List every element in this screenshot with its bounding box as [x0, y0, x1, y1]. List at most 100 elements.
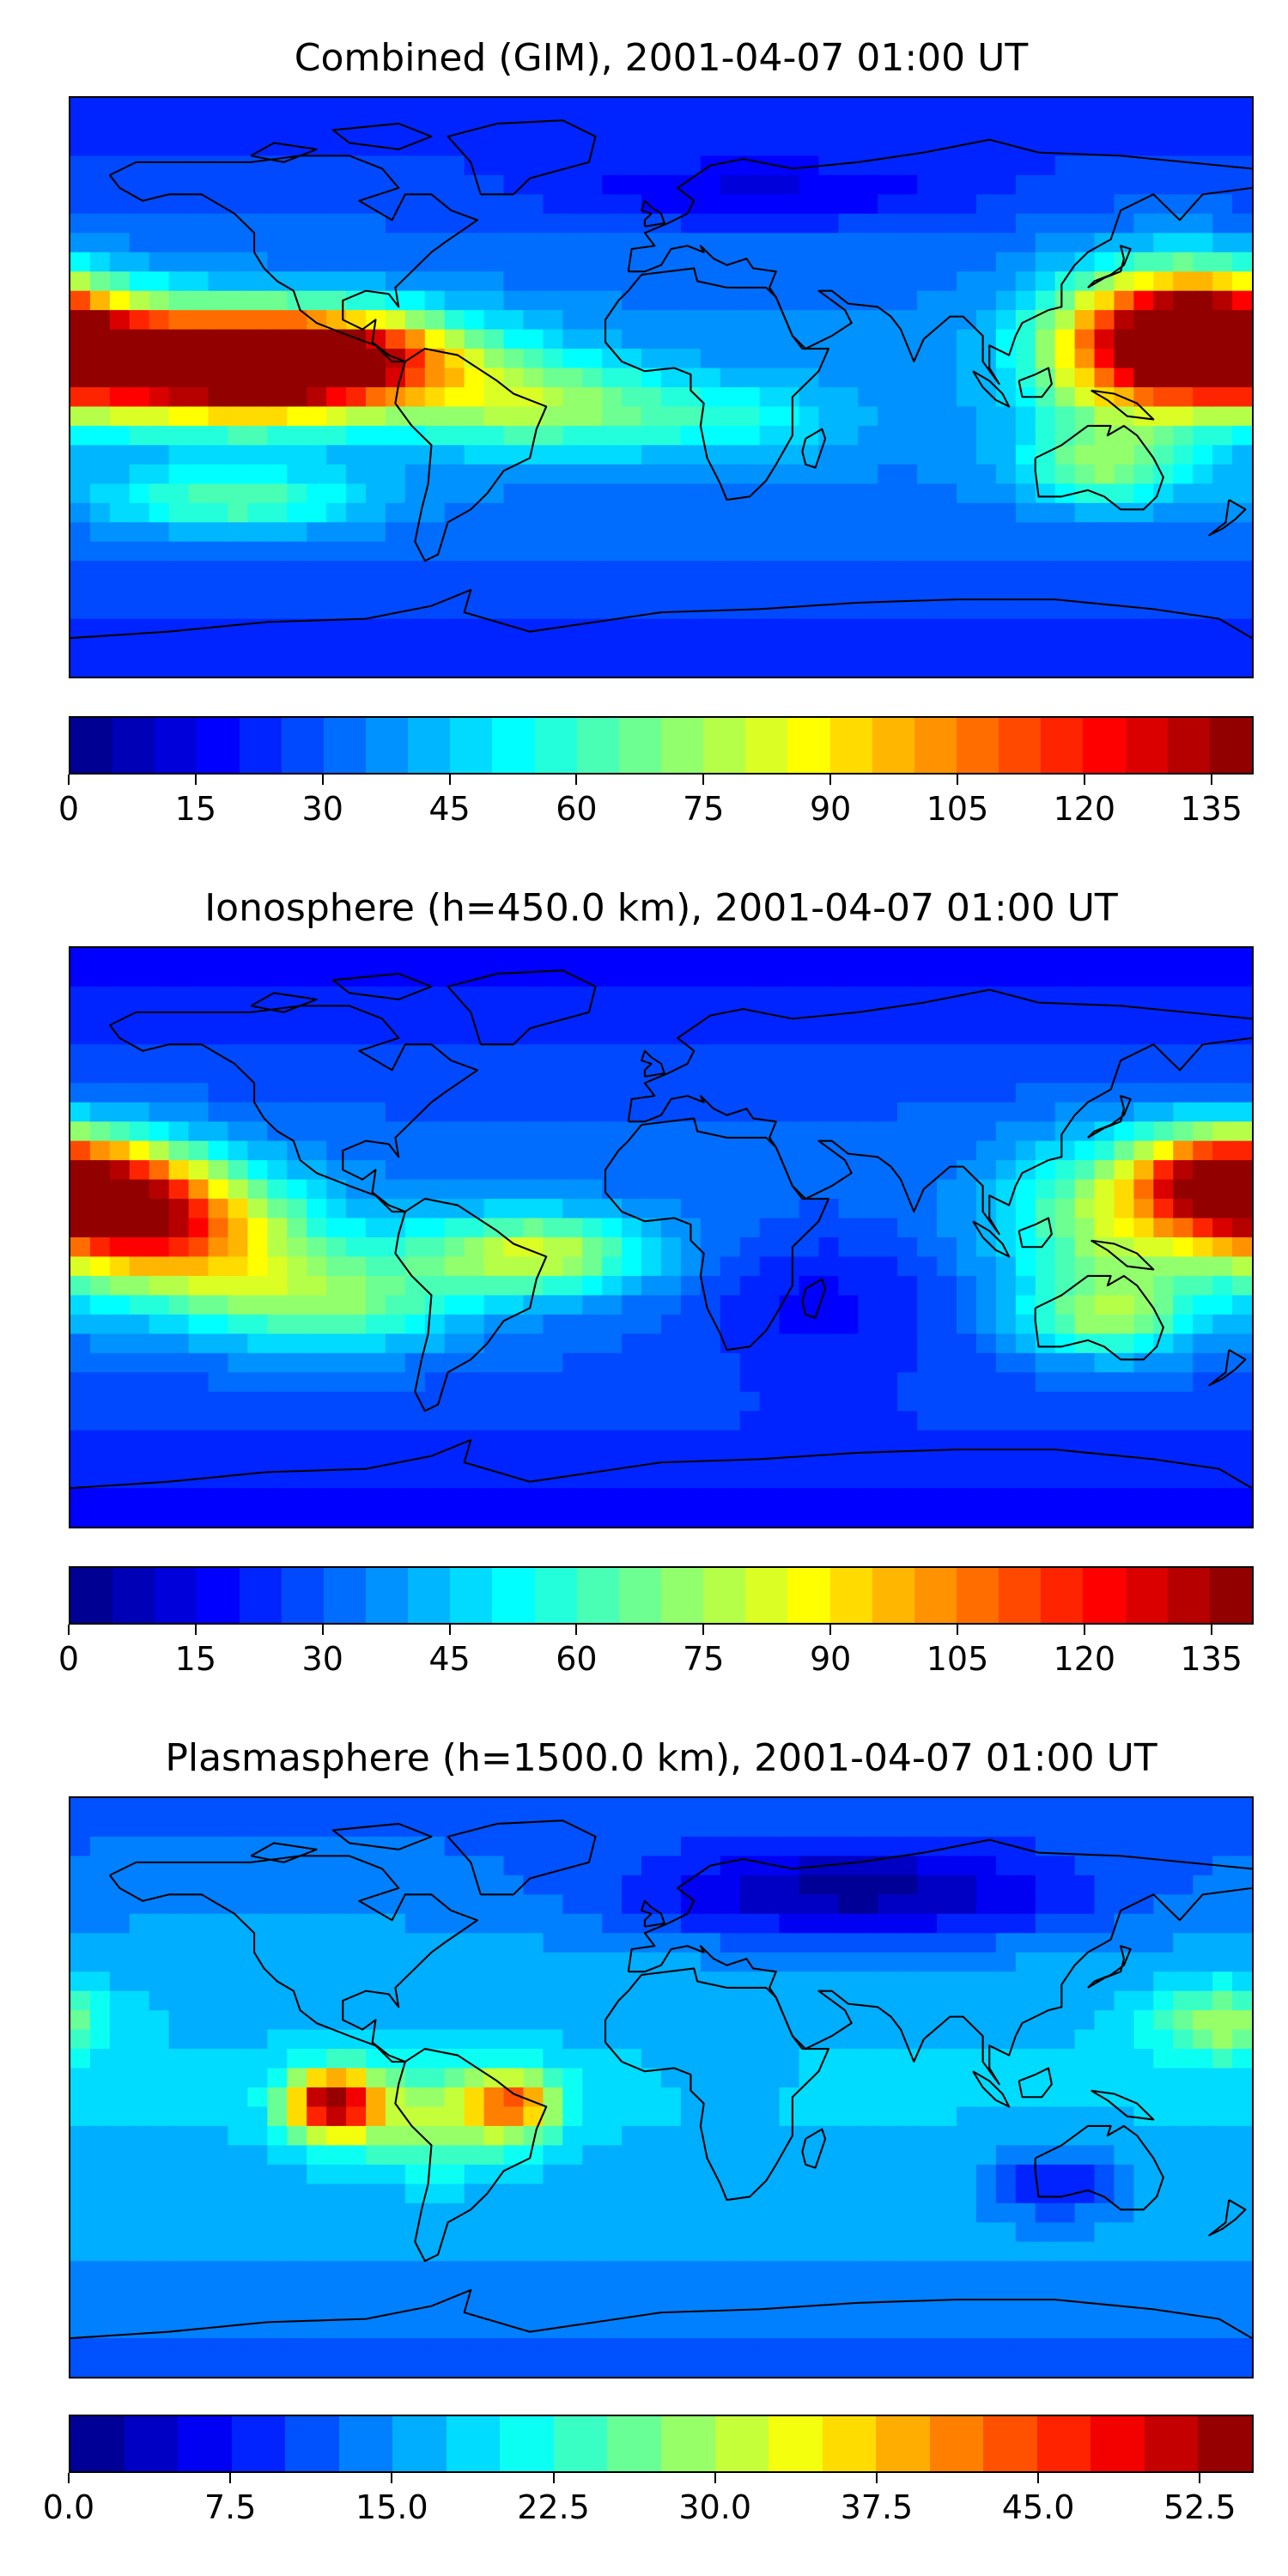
heatmap-cell: [503, 1083, 525, 1103]
heatmap-cell: [858, 1121, 879, 1142]
heatmap-cell: [483, 329, 505, 350]
heatmap-cell: [385, 233, 407, 253]
heatmap-cell: [818, 1874, 840, 1896]
heatmap-cell: [366, 2357, 387, 2377]
heatmap-cell: [444, 1024, 465, 1046]
heatmap-cell: [818, 2202, 840, 2224]
heatmap-cell: [1054, 445, 1076, 465]
heatmap-cell: [602, 1005, 623, 1026]
heatmap-cell: [878, 310, 899, 331]
heatmap-cell: [759, 1102, 781, 1123]
colorbar-segment: [618, 1568, 661, 1623]
heatmap-cell: [228, 2202, 249, 2224]
heatmap-cell: [995, 1140, 1017, 1162]
heatmap-cell: [1173, 657, 1194, 677]
heatmap-cell: [917, 1063, 939, 1084]
heatmap-cell: [89, 580, 112, 601]
heatmap-cell: [404, 1199, 426, 1219]
heatmap-cell: [346, 425, 368, 447]
heatmap-cell: [582, 1237, 604, 1258]
heatmap-cell: [464, 136, 485, 157]
heatmap-cell: [1074, 561, 1096, 581]
heatmap-cell: [523, 657, 544, 677]
heatmap-cell: [366, 1372, 387, 1393]
heatmap-cell: [975, 638, 998, 659]
heatmap-cell: [622, 2010, 643, 2031]
heatmap-cell: [917, 117, 939, 138]
heatmap-cell: [267, 1044, 289, 1065]
heatmap-cell: [404, 2318, 426, 2340]
heatmap-cell: [720, 483, 741, 504]
heatmap-cell: [326, 1334, 348, 1354]
heatmap-cell: [720, 618, 741, 640]
heatmap-cell: [917, 1237, 939, 1258]
heatmap-cell: [1173, 1083, 1194, 1103]
heatmap-cell: [1094, 541, 1115, 562]
heatmap-cell: [995, 406, 1017, 428]
heatmap-cell: [464, 368, 485, 389]
heatmap-cell: [287, 1798, 308, 1819]
heatmap-cell: [838, 1102, 860, 1123]
heatmap-cell: [404, 1874, 426, 1896]
heatmap-cell: [700, 1275, 721, 1297]
heatmap-cell: [602, 2280, 623, 2301]
heatmap-cell: [641, 1334, 663, 1354]
heatmap-cell: [995, 174, 1017, 196]
heatmap-cell: [267, 2145, 289, 2166]
heatmap-cell: [385, 1411, 407, 1431]
heatmap-cell: [562, 638, 584, 659]
heatmap-cell: [818, 1817, 840, 1838]
heatmap-cell: [661, 1218, 683, 1239]
heatmap-cell: [779, 2049, 800, 2069]
heatmap-cell: [149, 2049, 170, 2069]
heatmap-cell: [129, 1817, 150, 1838]
heatmap-cell: [1232, 425, 1252, 447]
heatmap-cell: [1232, 1295, 1252, 1315]
heatmap-cell: [680, 117, 702, 138]
heatmap-cell: [267, 2222, 289, 2243]
heatmap-cell: [503, 2338, 525, 2359]
colorbar-tick: [448, 775, 451, 785]
heatmap-cell: [129, 1449, 150, 1470]
heatmap-cell: [562, 2087, 584, 2108]
heatmap-cell: [464, 98, 485, 118]
heatmap-cell: [838, 657, 860, 677]
heatmap-cell: [661, 445, 683, 465]
heatmap-cell: [404, 1933, 426, 1953]
heatmap-cell: [957, 483, 978, 504]
heatmap-cell: [622, 1817, 643, 1838]
heatmap-cell: [267, 252, 289, 273]
heatmap-cell: [1193, 502, 1214, 524]
heatmap-cell: [483, 657, 505, 677]
heatmap-cell: [1054, 948, 1076, 969]
heatmap-cell: [346, 1488, 368, 1509]
heatmap-cell: [208, 1913, 229, 1935]
heatmap-cell: [385, 1952, 407, 1973]
heatmap-cell: [661, 368, 683, 389]
heatmap-cell: [444, 2300, 465, 2320]
heatmap-cell: [700, 117, 721, 138]
heatmap-cell: [89, 1005, 112, 1026]
heatmap-cell: [267, 638, 289, 659]
heatmap-cell: [464, 252, 485, 273]
heatmap-cell: [247, 561, 269, 581]
heatmap-cell: [562, 117, 584, 138]
heatmap-cell: [995, 1314, 1017, 1335]
heatmap-cell: [759, 387, 781, 408]
heatmap-cell: [779, 522, 800, 543]
heatmap-cell: [799, 483, 820, 504]
heatmap-cell: [483, 1140, 505, 1162]
heatmap-cell: [1015, 522, 1036, 543]
heatmap-cell: [937, 1199, 958, 1219]
heatmap-cell: [1212, 1256, 1234, 1278]
heatmap-cell: [168, 368, 190, 389]
heatmap-cell: [109, 2164, 131, 2185]
heatmap-cell: [109, 1295, 131, 1315]
heatmap-cell: [799, 2049, 820, 2069]
heatmap-cell: [70, 136, 92, 157]
heatmap-cell: [543, 1102, 564, 1123]
heatmap-cell: [1133, 425, 1155, 447]
heatmap-cell: [287, 2068, 308, 2089]
heatmap-cell: [188, 1121, 210, 1142]
heatmap-cell: [799, 1798, 820, 1819]
